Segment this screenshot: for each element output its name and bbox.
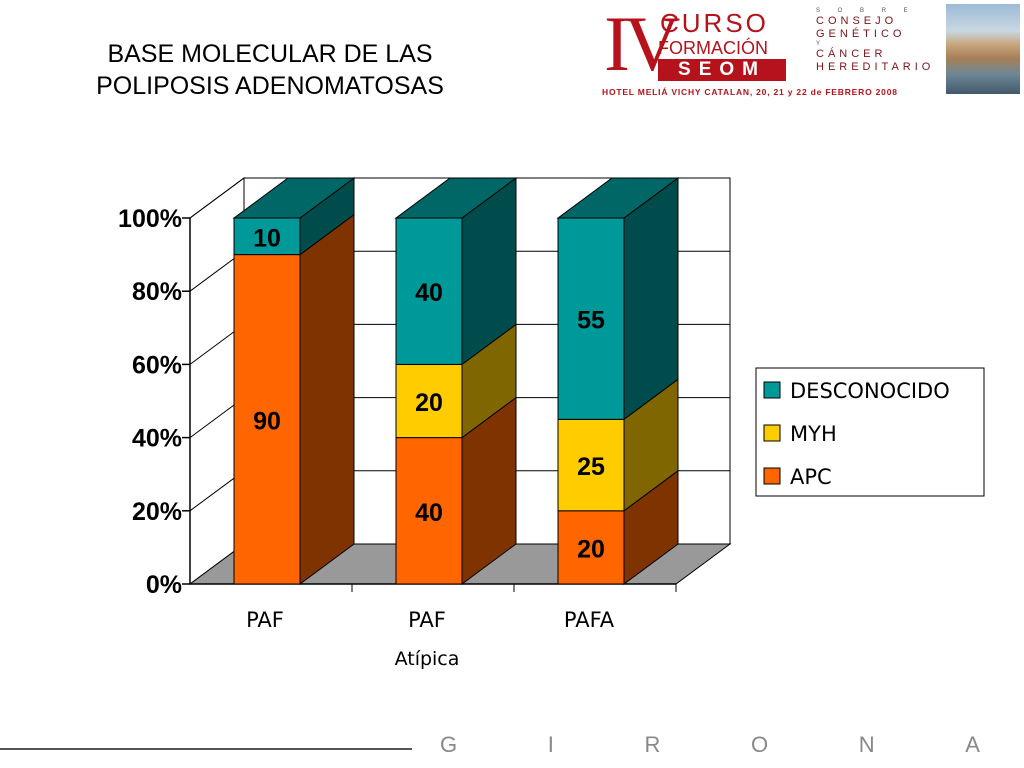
- y-tick-label: 40%: [132, 425, 182, 453]
- footer-letter: N: [858, 732, 875, 757]
- logo-consejo-block: S O B R E CONSEJO GENÉTICO Y CÁNCER HERE…: [816, 8, 946, 74]
- bar-top: [556, 177, 680, 219]
- data-label: 40: [415, 499, 443, 527]
- y-tick-label: 0%: [146, 571, 182, 599]
- bar-segment-apc: [395, 437, 463, 585]
- y-tick-label: 100%: [118, 205, 182, 233]
- x-tick-label: PAF: [246, 608, 284, 632]
- logo-hotel-line: HOTEL MELIÁ VICHY CATALAN, 20, 21 y 22 d…: [602, 87, 898, 97]
- logo-genetico: GENÉTICO: [816, 28, 906, 40]
- legend: [755, 367, 985, 497]
- footer-letter: R: [644, 732, 661, 757]
- x-tick-label: PAF: [408, 608, 446, 632]
- logo-formacion: FORMACIÓN: [658, 38, 768, 58]
- logo-hereditario: HEREDITARIO: [816, 61, 935, 73]
- logo-y: Y: [816, 41, 829, 47]
- footer-letter: A: [965, 732, 980, 757]
- footer-letter: I: [547, 732, 554, 757]
- data-label: 55: [577, 307, 605, 335]
- bar-top: [394, 177, 518, 219]
- bar-side: [623, 177, 679, 421]
- legend-label: DESCONOCIDO: [790, 379, 950, 403]
- bar-segment-desconocido: [557, 217, 625, 420]
- logo-cancer: CÁNCER: [816, 48, 887, 60]
- slide-title: BASE MOLECULAR DE LAS POLIPOSIS ADENOMAT…: [60, 38, 480, 102]
- slide-title-line-1: BASE MOLECULAR DE LAS: [107, 40, 433, 68]
- legend-swatch: [763, 424, 781, 442]
- y-tick-label: 60%: [132, 351, 182, 379]
- girona-photo: [946, 4, 1020, 94]
- data-label: 90: [253, 407, 281, 435]
- legend-swatch: [763, 381, 781, 399]
- footer-divider: [0, 748, 412, 750]
- logo-consejo: CONSEJO: [816, 15, 898, 27]
- gridline: [189, 177, 245, 219]
- data-label: 10: [253, 224, 281, 252]
- footer-letter: O: [751, 732, 769, 757]
- y-tick-label: 80%: [132, 278, 182, 306]
- bar-top: [232, 177, 356, 219]
- data-label: 20: [415, 389, 443, 417]
- logo-curso: CURSO: [660, 8, 769, 38]
- bar-side: [299, 213, 355, 585]
- bar-segment-apc: [233, 254, 301, 585]
- slide-title-line-2: POLIPOSIS ADENOMATOSAS: [96, 72, 444, 100]
- legend-label: APC: [790, 465, 832, 489]
- bar-segment-desconocido: [395, 217, 463, 365]
- data-label: 40: [415, 279, 443, 307]
- course-logo: IV CURSO FORMACIÓN SEOM HOTEL MELIÁ VICH…: [600, 5, 950, 98]
- bar-segment-apc: [557, 510, 625, 585]
- logo-seom: SEOM: [658, 59, 786, 81]
- x-tick-sublabel: Atípica: [395, 648, 460, 670]
- data-label: 25: [577, 453, 605, 481]
- data-label: 20: [577, 535, 605, 563]
- bar-segment-desconocido: [233, 217, 301, 256]
- logo-sobre: S O B R E: [816, 8, 916, 14]
- footer-letter: G: [440, 732, 458, 757]
- bar-segment-myh: [395, 363, 463, 439]
- y-tick-label: 20%: [132, 498, 182, 526]
- legend-swatch: [763, 467, 781, 485]
- legend-label: MYH: [790, 422, 837, 446]
- x-tick-label: PAFA: [564, 608, 615, 632]
